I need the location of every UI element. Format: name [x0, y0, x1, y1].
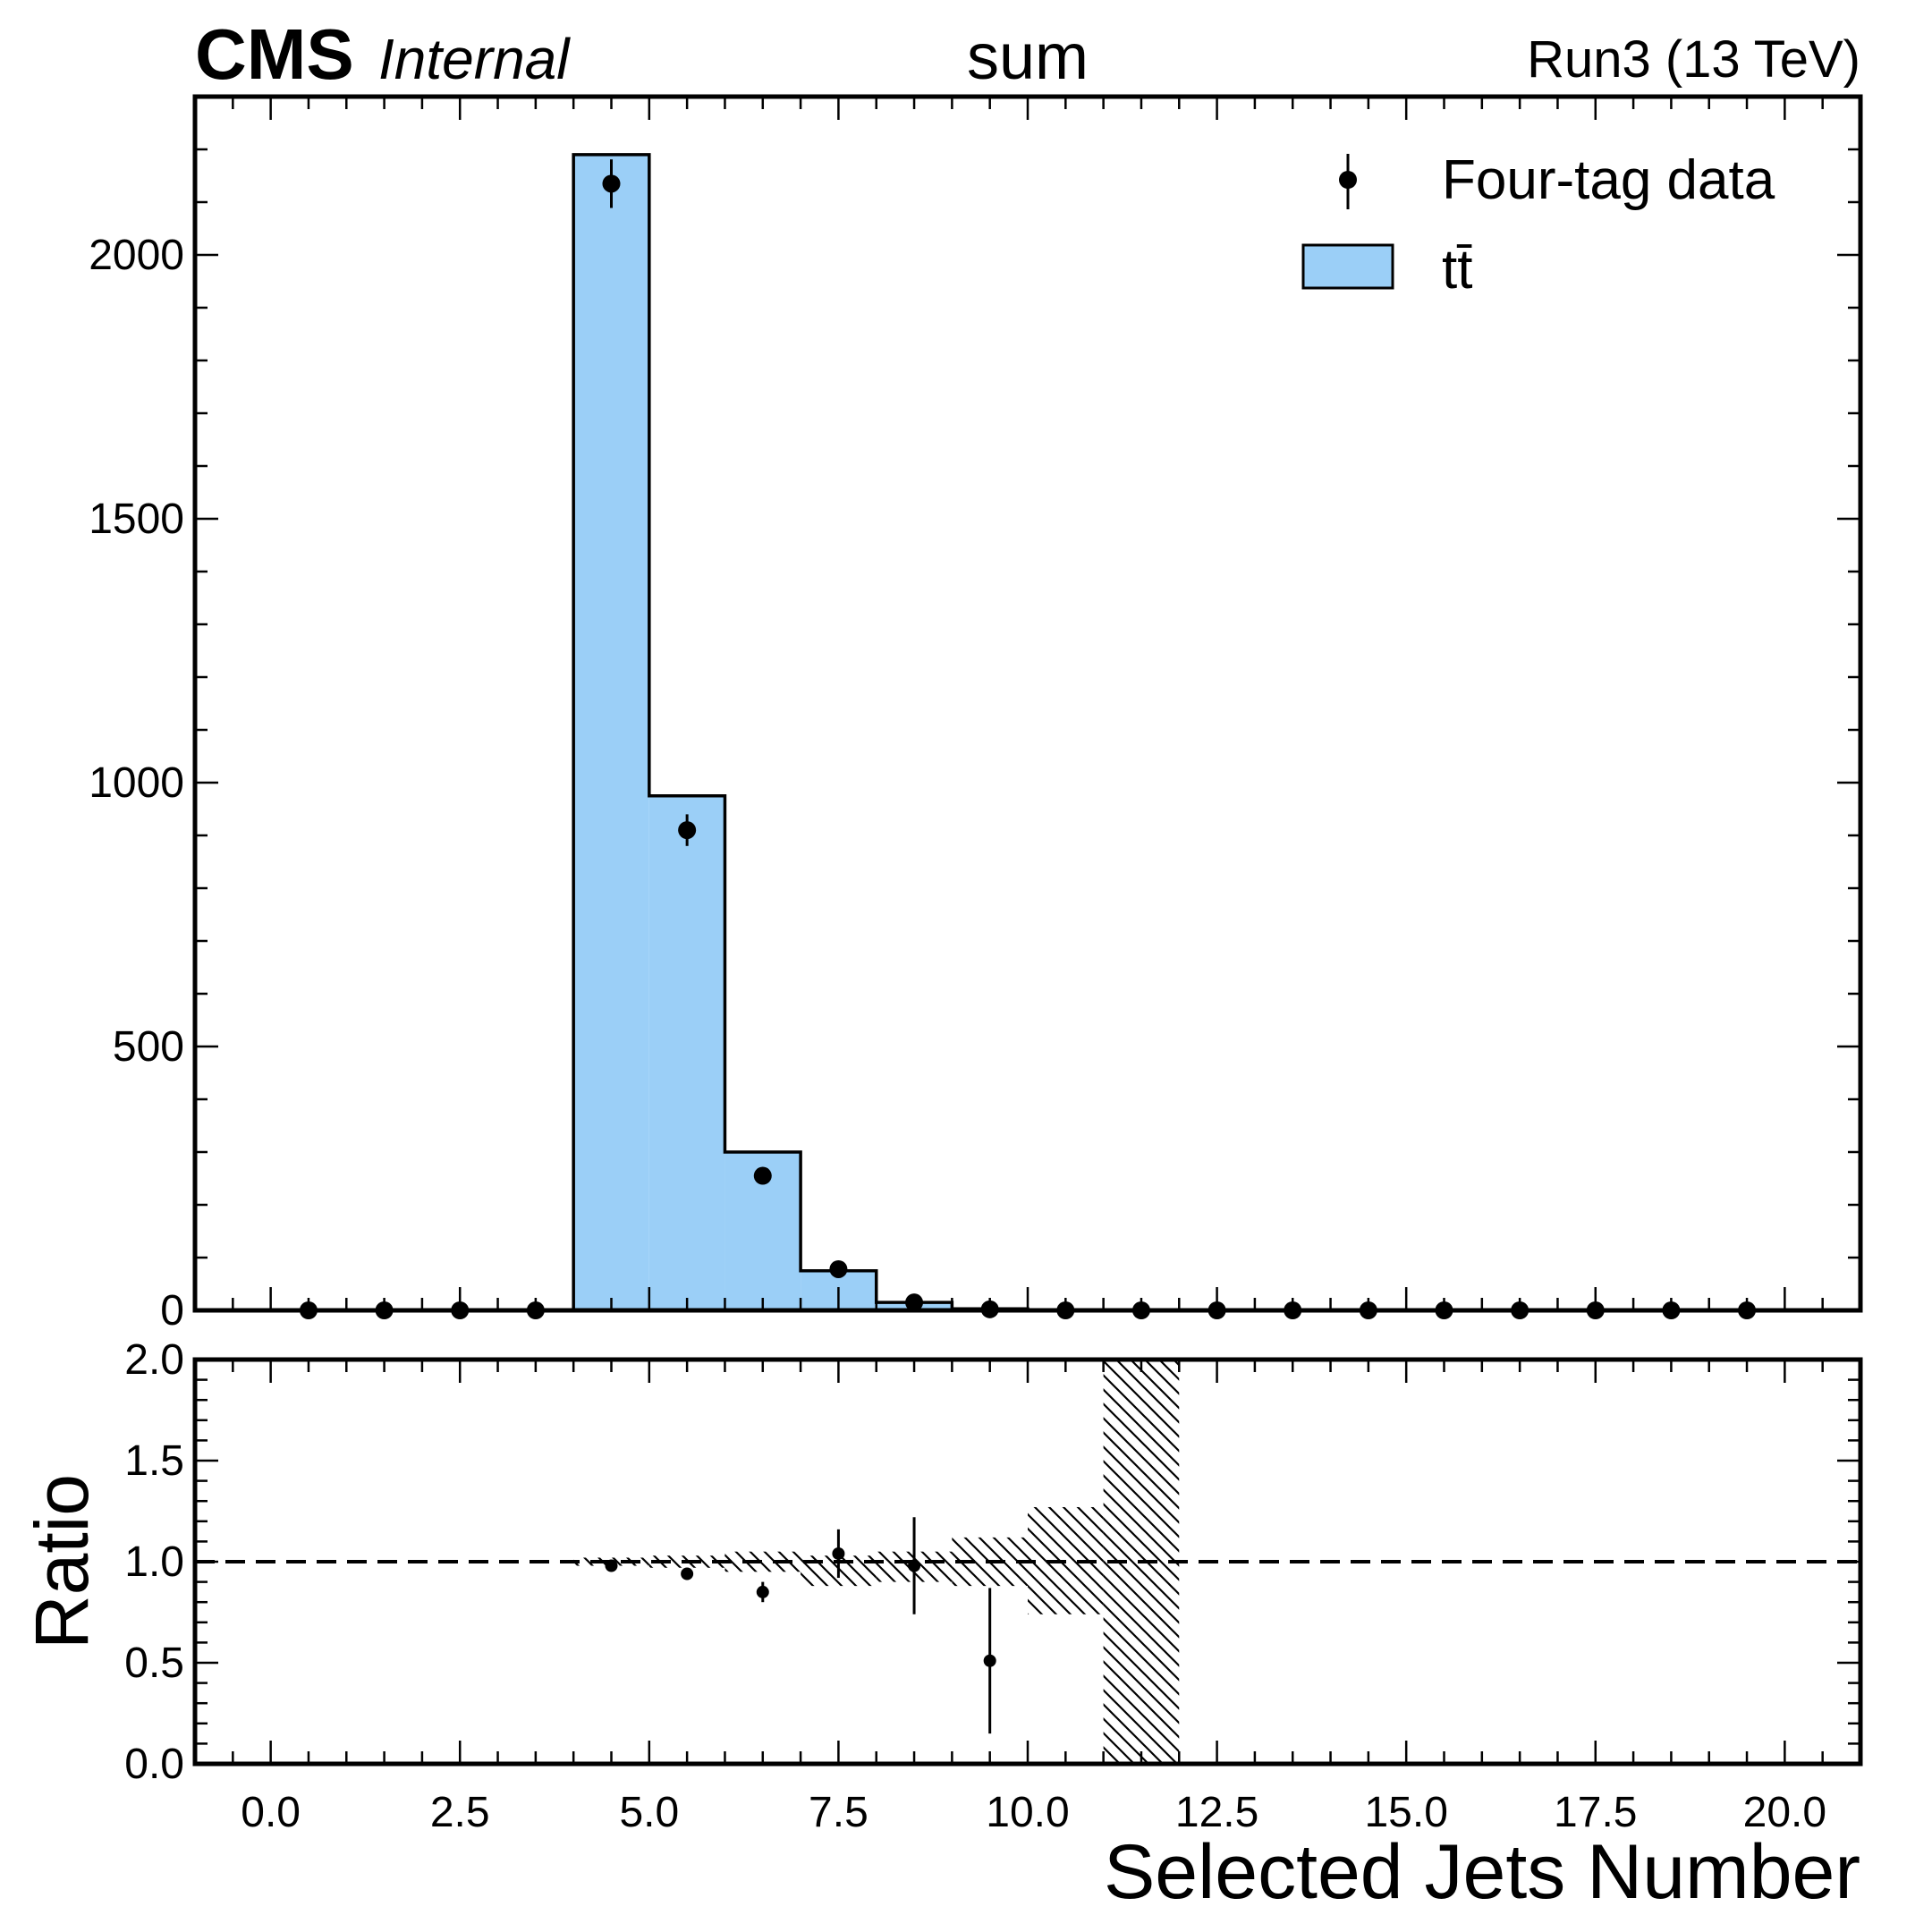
legend-ttbar-label: tt̄: [1442, 239, 1472, 301]
lumi-label: Run3 (13 TeV): [1527, 30, 1860, 89]
histogram-bar-0: [573, 154, 649, 1310]
ratio-point-0: [605, 1559, 618, 1572]
main-y-tick-labels: 0 500 1000 1500 2000: [89, 232, 184, 1335]
ratio-point-4: [908, 1559, 921, 1572]
ratio-ytick-label-3: 1.5: [124, 1437, 184, 1485]
main-ticks-layer: [195, 95, 1860, 1312]
legend-data-marker: [1339, 171, 1357, 189]
data-point-6: [753, 1166, 772, 1185]
legend: Four-tag data tt̄: [1301, 149, 1775, 301]
legend-data-label: Four-tag data: [1442, 149, 1775, 211]
ratio-y-tick-labels: 0.0 0.5 1.0 1.5 2.0: [124, 1336, 184, 1788]
ratio-ytick-label-0: 0.0: [124, 1741, 184, 1788]
x-tick-label-1: 2.5: [430, 1789, 490, 1836]
data-point-4: [602, 174, 621, 193]
main-ytick-label-1: 500: [113, 1023, 184, 1071]
stack-fill-layer: [572, 153, 1182, 1310]
ratio-ytick-label-4: 2.0: [124, 1336, 184, 1384]
data-point-5: [678, 821, 697, 840]
ratio-points-layer: [605, 1517, 996, 1734]
main-panel: 0 500 1000 1500 2000: [89, 94, 1863, 1335]
ratio-point-3: [832, 1546, 845, 1560]
plot-title: sum: [967, 21, 1089, 93]
x-tick-label-6: 15.0: [1364, 1789, 1447, 1836]
ratio-panel: 0.0 0.5 1.0 1.5 2.0 0.0 2.5 5.0 7.5 10.0 12.5 15.0…: [124, 1336, 1863, 1836]
ratio-y-axis-label: Ratio: [20, 1474, 104, 1649]
ratio-point-2: [756, 1585, 769, 1598]
status-label: Internal: [378, 27, 571, 91]
main-ytick-label-2: 1000: [89, 759, 184, 807]
x-tick-labels: 0.0 2.5 5.0 7.5 10.0 12.5 15.0 17.5 20.0: [241, 1789, 1826, 1836]
x-tick-label-5: 12.5: [1175, 1789, 1258, 1836]
main-ytick-label-0: 0: [160, 1287, 184, 1335]
ratio-point-5: [983, 1654, 996, 1667]
ratio-ytick-label-2: 1.0: [124, 1538, 184, 1586]
x-axis-label: Selected Jets Number: [1104, 1829, 1860, 1915]
ratio-ytick-label-1: 0.5: [124, 1640, 184, 1687]
main-frame: [192, 94, 1863, 1313]
histogram-bar-1: [648, 795, 725, 1310]
ratio-point-1: [681, 1567, 694, 1580]
main-ytick-label-4: 2000: [89, 232, 184, 279]
x-tick-label-3: 7.5: [809, 1789, 869, 1836]
legend-ttbar-swatch: [1301, 243, 1394, 290]
data-points-layer: [299, 159, 1757, 1319]
x-tick-label-8: 20.0: [1743, 1789, 1826, 1836]
cms-label: CMS: [195, 14, 354, 94]
x-tick-label-0: 0.0: [241, 1789, 301, 1836]
uncertainty-band-2: [724, 1551, 801, 1572]
data-point-7: [829, 1259, 848, 1278]
ratio-frame: [192, 1357, 1863, 1767]
main-ytick-label-3: 1500: [89, 496, 184, 543]
x-tick-label-7: 17.5: [1554, 1789, 1637, 1836]
x-tick-label-2: 5.0: [619, 1789, 679, 1836]
x-tick-label-4: 10.0: [986, 1789, 1069, 1836]
